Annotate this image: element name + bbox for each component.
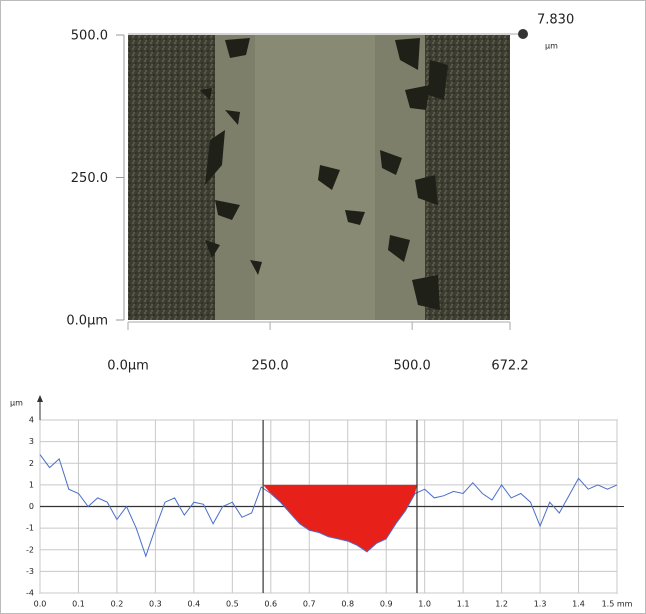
y-tick-label: 0 xyxy=(29,502,34,511)
x-tick-label: 1.5 mm xyxy=(602,600,633,609)
y-tick-label: -4 xyxy=(26,589,34,598)
x-tick-label: 672.2 xyxy=(491,359,528,374)
x-tick-label: 1.0 xyxy=(418,600,431,609)
x-tick-label: 1.3 xyxy=(534,600,547,609)
y-tick-label: -3 xyxy=(26,567,34,576)
x-tick-label: 0.2 xyxy=(111,600,124,609)
z-unit: µm xyxy=(545,42,558,51)
x-tick-label: 0.3 xyxy=(149,600,162,609)
filled-area xyxy=(263,484,417,552)
z-scale-marker xyxy=(518,29,528,39)
x-tick-label: 0.1 xyxy=(72,600,85,609)
y-tick-label: 0.0µm xyxy=(66,314,108,329)
x-tick-label: 0.0 xyxy=(34,600,47,609)
wear-track-center xyxy=(255,35,375,320)
x-tick-label: 0.4 xyxy=(187,600,200,609)
y-tick-label: 250.0 xyxy=(71,171,108,186)
x-tick-label: 1.1 xyxy=(457,600,470,609)
x-tick-label: 0.7 xyxy=(303,600,316,609)
micrograph xyxy=(128,35,510,320)
x-tick-label: 0.0µm xyxy=(107,359,149,374)
dark-patches xyxy=(200,38,448,310)
x-tick-label: 0.9 xyxy=(380,600,393,609)
x-tick-label: 500.0 xyxy=(394,359,431,374)
y-tick-label: 500.0 xyxy=(71,29,108,44)
x-tick-label: 1.2 xyxy=(495,600,508,609)
z-max-label: 7.830 xyxy=(537,13,574,28)
x-tick-label: 250.0 xyxy=(251,359,288,374)
x-tick-label: 1.4 xyxy=(572,600,585,609)
x-tick-label: 0.8 xyxy=(341,600,354,609)
y-tick-label: -1 xyxy=(26,524,34,533)
y-tick-label: 2 xyxy=(29,459,34,468)
y-tick-label: 3 xyxy=(29,437,34,446)
y-tick-label: 1 xyxy=(29,480,34,489)
y-tick-label: -2 xyxy=(26,545,34,554)
y-tick-label: 4 xyxy=(29,416,34,425)
x-tick-label: 0.6 xyxy=(264,600,277,609)
x-tick-label: 0.5 xyxy=(226,600,239,609)
y-axis-label: µm xyxy=(10,399,23,408)
arrow-head xyxy=(37,395,43,402)
profile-line xyxy=(39,454,618,558)
